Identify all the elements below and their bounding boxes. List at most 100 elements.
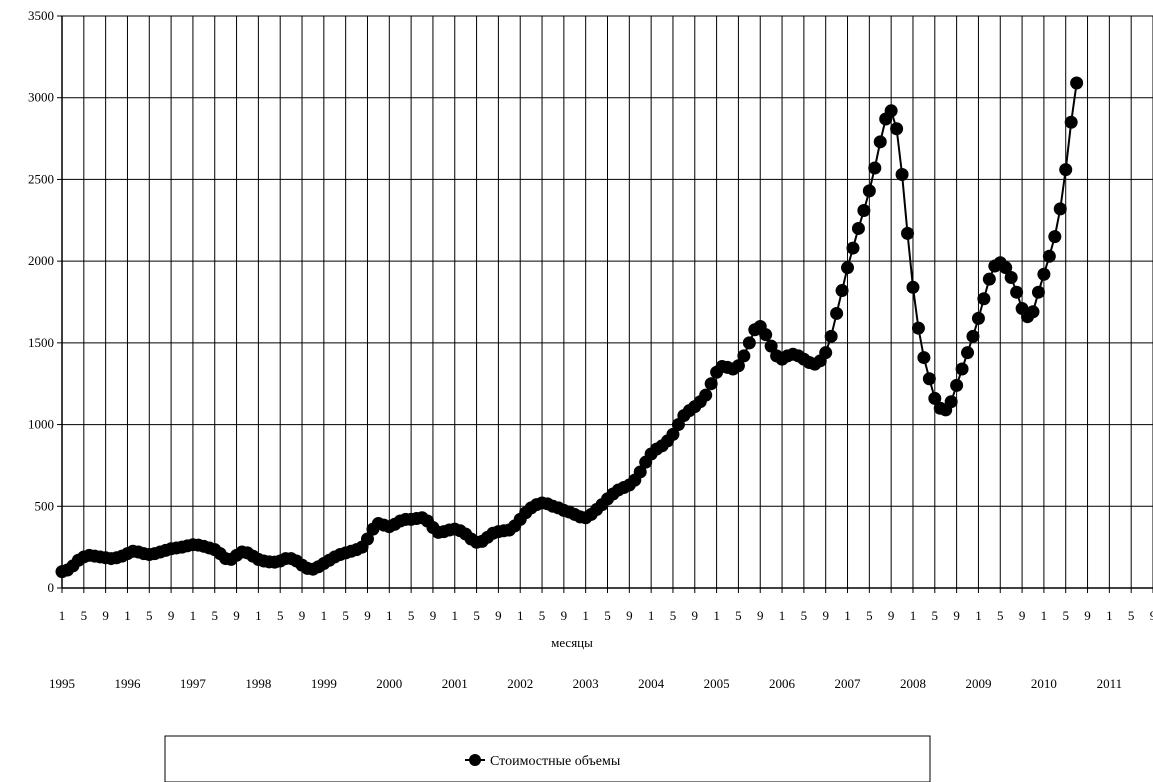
- data-point: [1004, 270, 1018, 284]
- x-tick-label: 9: [953, 608, 960, 623]
- y-axis-ticks: 0 500 1000 1500 2000 2500 3000 3500: [28, 8, 62, 595]
- x-tick-label: 1: [517, 608, 524, 623]
- x-tick-label: 9: [626, 608, 633, 623]
- x-tick-label: 1: [910, 608, 917, 623]
- data-point: [950, 378, 964, 392]
- x-tick-label: 9: [495, 608, 502, 623]
- data-point: [944, 395, 958, 409]
- data-point: [819, 346, 833, 360]
- data-point: [955, 362, 969, 376]
- x-tick-label: 5: [1128, 608, 1135, 623]
- legend-label: Стоимостные объемы: [490, 754, 621, 769]
- data-point: [633, 465, 647, 479]
- year-label: 2009: [965, 676, 991, 691]
- year-label: 2005: [704, 676, 730, 691]
- x-tick-label: 9: [757, 608, 764, 623]
- x-tick-label: 1: [975, 608, 982, 623]
- data-point: [906, 280, 920, 294]
- data-point: [704, 377, 718, 391]
- x-tick-label: 5: [342, 608, 349, 623]
- data-point: [731, 359, 745, 373]
- legend: Стоимостные объемы: [164, 735, 931, 782]
- year-label: 2004: [638, 676, 665, 691]
- x-tick-label: 5: [866, 608, 873, 623]
- year-label: 2003: [573, 676, 599, 691]
- year-label: 2010: [1031, 676, 1057, 691]
- data-point: [857, 203, 871, 217]
- data-point: [890, 122, 904, 136]
- year-label: 2008: [900, 676, 926, 691]
- x-tick-label: 5: [997, 608, 1004, 623]
- y-tick-label: 3500: [28, 8, 54, 23]
- legend-box: [164, 735, 931, 782]
- x-tick-label: 5: [1062, 608, 1069, 623]
- data-point: [360, 532, 374, 546]
- x-tick-label: 1: [779, 608, 786, 623]
- data-point: [846, 241, 860, 255]
- y-tick-label: 2000: [28, 253, 54, 268]
- x-tick-label: 1: [59, 608, 66, 623]
- x-tick-label: 1: [582, 608, 589, 623]
- data-point: [851, 221, 865, 235]
- x-tick-label: 5: [932, 608, 939, 623]
- data-point: [971, 311, 985, 325]
- data-point: [982, 272, 996, 286]
- data-point: [868, 161, 882, 175]
- y-tick-label: 1000: [28, 417, 54, 432]
- data-point: [966, 329, 980, 343]
- data-point: [830, 306, 844, 320]
- x-tick-label: 1: [386, 608, 393, 623]
- x-tick-label: 5: [81, 608, 88, 623]
- year-label: 1995: [49, 676, 75, 691]
- x-tick-label: 5: [539, 608, 546, 623]
- data-point: [922, 372, 936, 386]
- x-tick-label: 1: [321, 608, 328, 623]
- x-tick-label: 5: [801, 608, 808, 623]
- y-tick-label: 2500: [28, 171, 54, 186]
- data-point: [841, 261, 855, 275]
- data-point: [1026, 305, 1040, 319]
- data-point: [1037, 267, 1051, 281]
- year-label: 1998: [245, 676, 271, 691]
- y-tick-label: 0: [48, 580, 55, 595]
- data-point: [699, 388, 713, 402]
- data-point: [1070, 76, 1084, 90]
- data-point: [1010, 285, 1024, 299]
- series-group: [55, 76, 1084, 579]
- x-tick-label: 9: [822, 608, 829, 623]
- x-tick-label: 9: [364, 608, 371, 623]
- data-point: [1064, 115, 1078, 129]
- year-label: 2007: [835, 676, 862, 691]
- x-tick-label: 1: [844, 608, 851, 623]
- year-label: 2006: [769, 676, 796, 691]
- x-tick-label: 5: [735, 608, 742, 623]
- x-tick-label: 5: [146, 608, 153, 623]
- x-tick-label: 9: [233, 608, 240, 623]
- data-point: [742, 336, 756, 350]
- data-point: [1048, 230, 1062, 244]
- x-tick-label: 1: [713, 608, 720, 623]
- data-point: [1053, 202, 1067, 216]
- x-tick-label: 5: [408, 608, 415, 623]
- x-tick-label: 1: [190, 608, 197, 623]
- data-point: [759, 328, 773, 342]
- data-point: [1059, 163, 1073, 177]
- data-point: [917, 351, 931, 365]
- year-label: 1996: [114, 676, 141, 691]
- x-tick-label: 9: [561, 608, 568, 623]
- x-tick-label: 9: [1084, 608, 1091, 623]
- x-tick-label: 1: [124, 608, 131, 623]
- data-point: [764, 339, 778, 353]
- x-tick-label: 1: [1106, 608, 1113, 623]
- x-tick-label: 1: [452, 608, 459, 623]
- x-tick-label: 5: [277, 608, 284, 623]
- year-label: 2002: [507, 676, 533, 691]
- x-tick-label: 9: [1150, 608, 1153, 623]
- year-label: 2011: [1097, 676, 1123, 691]
- x-tick-label: 9: [692, 608, 699, 623]
- year-label: 1997: [180, 676, 207, 691]
- y-tick-label: 1500: [28, 335, 54, 350]
- x-tick-label: 5: [473, 608, 480, 623]
